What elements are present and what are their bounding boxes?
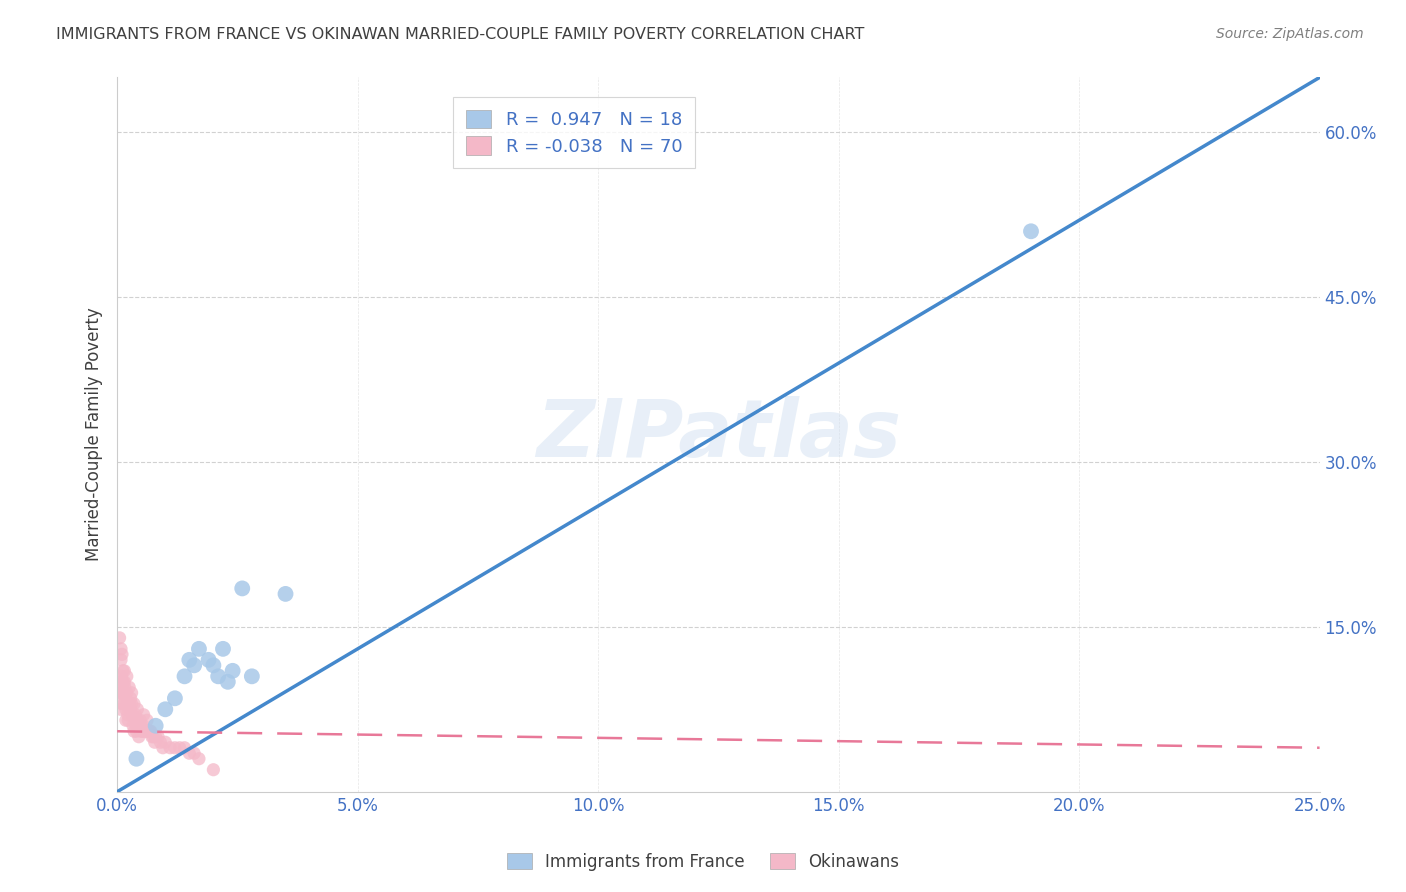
- Point: [135, 724, 157, 739]
- Point: [117, 697, 139, 711]
- Point: [163, 691, 186, 706]
- Point: [188, 752, 211, 766]
- Point: [173, 740, 195, 755]
- Point: [125, 752, 148, 766]
- Point: [202, 658, 225, 673]
- Point: [128, 730, 150, 744]
- Point: [141, 730, 163, 744]
- Point: [128, 719, 150, 733]
- Point: [112, 686, 135, 700]
- Point: [114, 691, 136, 706]
- Point: [146, 730, 169, 744]
- Point: [122, 724, 145, 739]
- Point: [115, 702, 138, 716]
- Point: [115, 669, 138, 683]
- Point: [121, 697, 143, 711]
- Point: [127, 702, 149, 716]
- Point: [127, 713, 149, 727]
- Point: [132, 707, 155, 722]
- Point: [179, 653, 201, 667]
- Point: [183, 658, 205, 673]
- Point: [169, 740, 191, 755]
- Point: [145, 719, 167, 733]
- Point: [145, 730, 167, 744]
- Point: [120, 691, 142, 706]
- Point: [108, 631, 131, 645]
- Point: [159, 740, 181, 755]
- Point: [117, 707, 139, 722]
- Point: [129, 719, 152, 733]
- Point: [112, 697, 135, 711]
- Point: [122, 719, 145, 733]
- Point: [217, 674, 239, 689]
- Point: [155, 702, 177, 716]
- Point: [124, 707, 146, 722]
- Point: [110, 669, 132, 683]
- Point: [110, 702, 132, 716]
- Text: IMMIGRANTS FROM FRANCE VS OKINAWAN MARRIED-COUPLE FAMILY POVERTY CORRELATION CHA: IMMIGRANTS FROM FRANCE VS OKINAWAN MARRI…: [56, 27, 865, 42]
- Point: [202, 763, 225, 777]
- Point: [139, 724, 162, 739]
- Text: ZIPatlas: ZIPatlas: [536, 395, 901, 474]
- Point: [1019, 224, 1042, 238]
- Point: [188, 641, 211, 656]
- Point: [221, 664, 243, 678]
- Point: [155, 735, 177, 749]
- Text: Source: ZipAtlas.com: Source: ZipAtlas.com: [1216, 27, 1364, 41]
- Point: [132, 719, 155, 733]
- Point: [111, 648, 134, 662]
- Point: [183, 746, 205, 760]
- Point: [111, 674, 134, 689]
- Point: [108, 674, 131, 689]
- Point: [231, 582, 253, 596]
- Point: [111, 686, 134, 700]
- Point: [108, 686, 131, 700]
- Point: [120, 702, 142, 716]
- Point: [274, 587, 297, 601]
- Point: [117, 713, 139, 727]
- Legend: Immigrants from France, Okinawans: Immigrants from France, Okinawans: [499, 845, 907, 880]
- Point: [125, 719, 148, 733]
- Point: [112, 664, 135, 678]
- Point: [207, 669, 229, 683]
- Point: [115, 686, 138, 700]
- Point: [131, 724, 153, 739]
- Point: [163, 740, 186, 755]
- Point: [134, 724, 156, 739]
- Point: [115, 713, 138, 727]
- Point: [118, 697, 141, 711]
- Point: [110, 641, 132, 656]
- Point: [129, 724, 152, 739]
- Point: [143, 735, 166, 749]
- Point: [110, 653, 132, 667]
- Point: [138, 724, 160, 739]
- Point: [152, 740, 174, 755]
- Point: [179, 746, 201, 760]
- Point: [139, 724, 162, 739]
- Point: [114, 681, 136, 695]
- Y-axis label: Married-Couple Family Poverty: Married-Couple Family Poverty: [86, 308, 103, 561]
- Point: [173, 669, 195, 683]
- Point: [212, 641, 235, 656]
- Point: [125, 724, 148, 739]
- Point: [142, 730, 165, 744]
- Point: [240, 669, 263, 683]
- Point: [111, 697, 134, 711]
- Legend: R =  0.947   N = 18, R = -0.038   N = 70: R = 0.947 N = 18, R = -0.038 N = 70: [453, 97, 695, 169]
- Point: [112, 674, 135, 689]
- Point: [129, 713, 152, 727]
- Point: [118, 681, 141, 695]
- Point: [197, 653, 219, 667]
- Point: [121, 686, 143, 700]
- Point: [111, 664, 134, 678]
- Point: [136, 713, 159, 727]
- Point: [149, 735, 172, 749]
- Point: [122, 697, 145, 711]
- Point: [121, 707, 143, 722]
